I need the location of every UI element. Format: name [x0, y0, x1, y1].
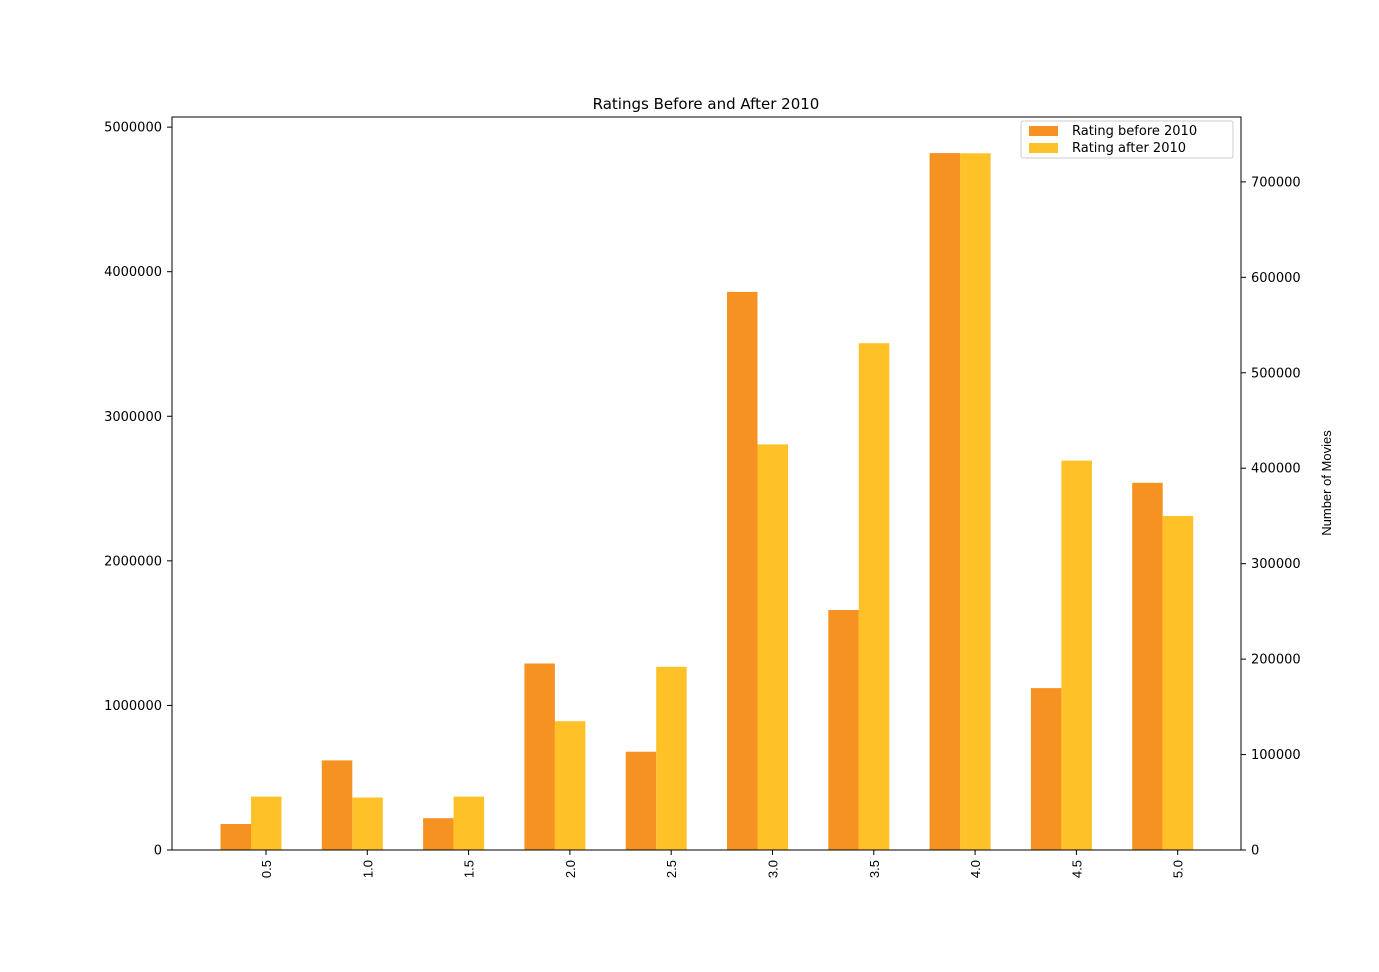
right-y-tick-label: 0 [1251, 844, 1259, 859]
legend-box [1020, 120, 1234, 159]
bar-after-2010-0.5 [251, 796, 282, 850]
bar-before-2010-0.5 [220, 824, 251, 850]
legend-swatch-after [1029, 143, 1058, 153]
bar-after-2010-2.5 [656, 666, 687, 851]
bar-after-2010-3.0 [757, 444, 788, 850]
right-y-axis: 0 100000 200000 300000 400000 500000 600000 700… [1241, 175, 1301, 859]
legend-entry-before: Rating before 2010 [1072, 124, 1197, 139]
x-tick-label: 1.0 [360, 860, 375, 878]
bar-before-2010-3.5 [828, 610, 859, 850]
right-y-axis-label: Number of Movies [1319, 430, 1334, 536]
bar-after-2010-5.0 [1162, 516, 1194, 850]
x-tick-label: 5.0 [1171, 860, 1186, 878]
chart-title: Ratings Before and After 2010 [593, 95, 820, 113]
bar-before-2010-5.0 [1132, 482, 1163, 850]
legend: Rating before 2010 Rating after 2010 [1020, 120, 1234, 159]
left-y-axis: 0 1000000 2000000 3000000 4000000 5000000 [104, 121, 172, 859]
right-y-tick-label: 400000 [1251, 462, 1301, 477]
x-tick-label: 3.5 [867, 860, 882, 878]
legend-swatch-before [1029, 126, 1058, 136]
x-tick-label: 2.0 [563, 860, 578, 878]
left-y-tick-label: 3000000 [104, 410, 162, 425]
bar-before-2010-2.0 [524, 663, 555, 850]
bar-after-2010-4.0 [960, 153, 991, 851]
bar-after-2010-3.5 [858, 343, 890, 850]
x-tick-label: 3.0 [766, 860, 781, 878]
left-y-tick-label: 2000000 [104, 554, 162, 569]
bars-group [220, 153, 1194, 851]
bar-before-2010-1.5 [423, 818, 454, 850]
x-tick-label: 1.5 [462, 860, 477, 878]
right-y-tick-label: 600000 [1251, 271, 1301, 286]
right-y-tick-label: 100000 [1251, 748, 1301, 763]
bar-before-2010-2.5 [625, 751, 657, 850]
x-tick-label: 4.0 [968, 860, 983, 878]
right-y-tick-label: 500000 [1251, 366, 1301, 381]
bar-before-2010-4.5 [1030, 688, 1062, 850]
left-y-tick-label: 5000000 [104, 121, 162, 136]
plot-frame [171, 116, 1242, 851]
x-axis: 0.5 1.0 1.5 2.0 2.5 3.0 3.5 4.0 4.5 5.0 [259, 850, 1186, 878]
bar-before-2010-4.0 [929, 153, 961, 851]
bar-after-2010-1.5 [453, 796, 485, 850]
bar-after-2010-1.0 [352, 797, 383, 850]
bar-before-2010-3.0 [727, 291, 758, 850]
x-tick-label: 0.5 [259, 860, 274, 878]
right-y-tick-label: 700000 [1251, 175, 1301, 190]
left-y-tick-label: 1000000 [104, 699, 162, 714]
left-y-tick-label: 0 [154, 844, 162, 859]
right-y-tick-label: 300000 [1251, 557, 1301, 572]
bar-after-2010-4.5 [1061, 460, 1092, 850]
x-tick-label: 2.5 [664, 860, 679, 878]
bar-after-2010-2.0 [554, 721, 586, 850]
x-tick-label: 4.5 [1069, 860, 1084, 878]
right-y-tick-label: 200000 [1251, 653, 1301, 668]
legend-entry-after: Rating after 2010 [1072, 141, 1186, 156]
bar-before-2010-1.0 [321, 760, 353, 850]
left-y-tick-label: 4000000 [104, 265, 162, 280]
